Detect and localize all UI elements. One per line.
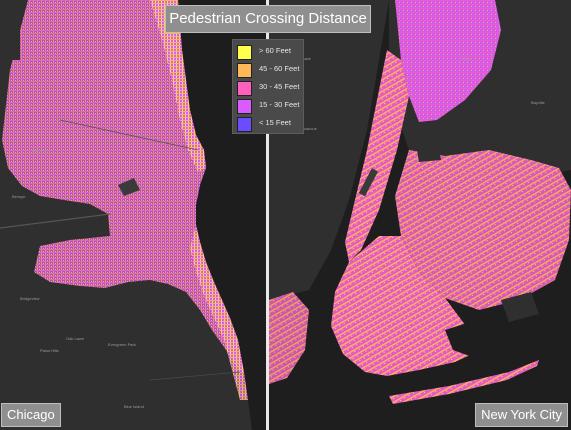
legend-label: 15 - 30 Feet: [259, 100, 300, 109]
rockaway-strip: [389, 360, 539, 404]
central-park: [358, 168, 379, 197]
staten-island-streets: [269, 292, 309, 384]
laguardia-area: [417, 148, 441, 162]
map-legend: > 60 Feet 45 - 60 Feet 30 - 45 Feet 15 -…: [232, 39, 304, 134]
svg-text:Berwyn: Berwyn: [12, 194, 25, 199]
svg-text:Secaucus: Secaucus: [299, 126, 317, 131]
svg-text:Evergreen Park: Evergreen Park: [108, 342, 136, 347]
manhattan-streets: [345, 50, 409, 262]
chicago-map-panel[interactable]: Oak Park Berwyn Oak Lawn Evergreen Park …: [0, 0, 266, 430]
svg-text:Oak Lawn: Oak Lawn: [66, 336, 84, 341]
legend-label: > 60 Feet: [259, 46, 291, 55]
legend-label: 45 - 60 Feet: [259, 64, 300, 73]
city-label-new-york: New York City: [475, 403, 568, 427]
svg-text:Blue Island: Blue Island: [124, 404, 144, 409]
svg-text:Bayville: Bayville: [531, 100, 546, 105]
legend-label: < 15 Feet: [259, 118, 291, 127]
legend-swatch: [237, 81, 252, 96]
panel-divider: [266, 0, 269, 430]
legend-swatch: [237, 117, 252, 132]
jfk-area: [501, 292, 539, 322]
nyc-map: Hackensack Secaucus Pelham Bayville: [269, 0, 571, 430]
brooklyn-streets: [331, 236, 481, 376]
legend-swatch: [237, 99, 252, 114]
south-lakeshore: [190, 225, 248, 400]
lakefront-band: [150, 0, 206, 172]
map-title: Pedestrian Crossing Distance: [165, 5, 371, 33]
ohare-area: [6, 30, 20, 60]
chicago-map: Oak Park Berwyn Oak Lawn Evergreen Park …: [0, 0, 266, 430]
legend-label: 30 - 45 Feet: [259, 82, 300, 91]
svg-text:Oak Park: Oak Park: [32, 148, 49, 153]
park-area: [118, 178, 140, 196]
bronx-streets: [395, 0, 501, 122]
legend-swatch: [237, 45, 252, 60]
svg-text:Bridgeview: Bridgeview: [20, 296, 40, 301]
jamaica-bay: [445, 318, 517, 358]
queens-streets: [395, 150, 571, 310]
nyc-map-panel[interactable]: Hackensack Secaucus Pelham Bayville New …: [269, 0, 571, 430]
legend-swatch: [237, 63, 252, 78]
svg-text:Palos Hills: Palos Hills: [40, 348, 59, 353]
svg-text:Pelham: Pelham: [459, 56, 473, 61]
city-label-chicago: Chicago: [1, 403, 61, 427]
